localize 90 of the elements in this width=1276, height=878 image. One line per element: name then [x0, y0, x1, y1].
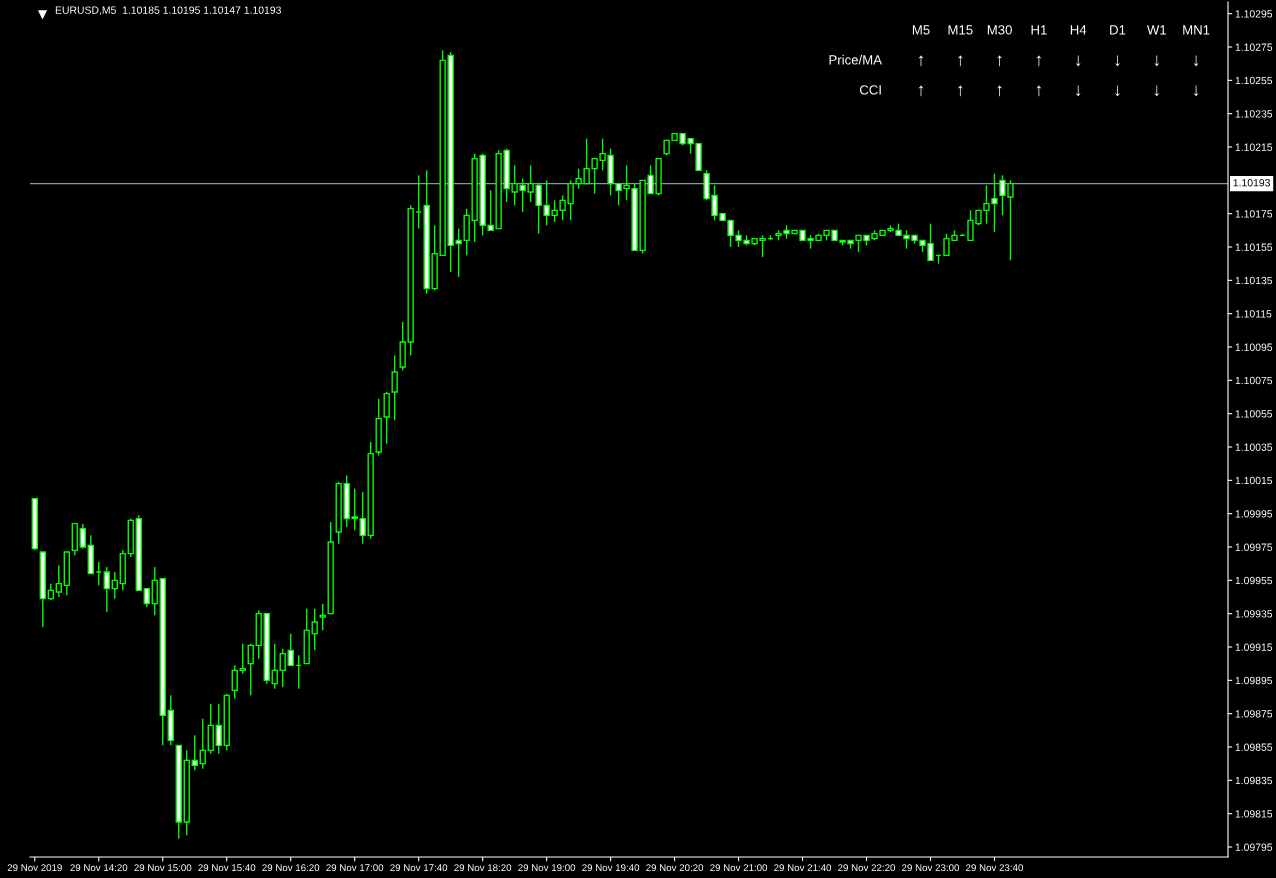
candlestick — [191, 734, 198, 772]
annotation: ↑ — [1036, 55, 1042, 67]
x-tick-label: 29 Nov 21:40 — [774, 864, 832, 872]
candlestick — [143, 587, 150, 608]
y-tick-label: 1.10015 — [1235, 476, 1273, 485]
annotation: M5 — [912, 25, 930, 35]
y-tick-label: 1.09995 — [1235, 510, 1273, 518]
x-tick-label: 29 Nov 20:20 — [646, 864, 704, 872]
annotation: CCI — [859, 85, 881, 95]
candlestick — [79, 522, 86, 550]
annotation: ↑ — [958, 55, 963, 67]
y-tick-label: 1.10115 — [1235, 310, 1272, 318]
annotation: Price/MA — [829, 54, 882, 65]
x-tick-label: 29 Nov 21:00 — [710, 864, 768, 872]
candlestick — [351, 487, 358, 532]
annotation: ↓ — [1154, 55, 1159, 67]
candlestick — [391, 354, 398, 422]
annotation: ↑ — [958, 85, 963, 97]
candlestick — [383, 391, 390, 445]
annotation: ↑ — [918, 85, 924, 97]
x-tick-label: 29 Nov 23:00 — [902, 864, 960, 872]
annotation: ↓ — [1076, 55, 1081, 67]
annotation: H4 — [1070, 25, 1087, 35]
candlestick — [279, 647, 286, 688]
y-tick-label: 1.09895 — [1235, 676, 1273, 685]
candlestick — [287, 632, 294, 667]
y-tick-label: 1.09795 — [1235, 843, 1273, 851]
x-tick-label: 29 Nov 19:40 — [582, 864, 640, 872]
annotation: ↓ — [1115, 55, 1120, 67]
candlestick — [103, 566, 110, 613]
y-tick-label: 1.10135 — [1235, 276, 1273, 285]
y-tick-label: 1.09955 — [1235, 576, 1273, 585]
candlestick — [215, 702, 222, 755]
y-tick-label: 1.10235 — [1235, 110, 1273, 118]
annotation: M15 — [948, 25, 973, 35]
annotation: H1 — [1031, 25, 1047, 35]
candlestick — [111, 571, 118, 600]
candlestick — [199, 717, 206, 770]
annotation: MN1 — [1183, 25, 1210, 35]
y-tick-label: 1.10275 — [1235, 43, 1273, 51]
annotation: ↑ — [918, 55, 924, 67]
y-tick-label: 1.09975 — [1235, 543, 1273, 551]
x-tick-label: 29 Nov 17:00 — [326, 864, 384, 872]
y-tick-label: 1.10215 — [1235, 143, 1273, 151]
candlestick — [359, 491, 366, 545]
y-tick-label: 1.09835 — [1235, 776, 1273, 785]
annotation: ↓ — [1115, 85, 1120, 97]
candlestick — [231, 664, 238, 700]
x-tick-label: 29 Nov 23:40 — [966, 864, 1024, 872]
x-tick-label: 29 Nov 16:20 — [262, 864, 320, 872]
y-tick-label: 1.10155 — [1235, 243, 1273, 251]
candlestick — [319, 602, 326, 632]
y-tick-label: 1.10175 — [1235, 210, 1273, 218]
y-tick-label: 1.09855 — [1235, 743, 1273, 751]
y-tick-label: 1.09935 — [1235, 610, 1273, 618]
annotation: ↓ — [1154, 85, 1159, 97]
candlestick — [151, 566, 158, 617]
annotation: ↑ — [997, 85, 1002, 97]
annotation: ↓ — [1193, 85, 1199, 97]
x-tick-label: 29 Nov 15:00 — [134, 864, 192, 872]
candlestick — [247, 642, 254, 697]
y-tick-label: 1.09915 — [1235, 643, 1273, 651]
x-tick-label: 29 Nov 2019 — [7, 864, 62, 872]
y-tick-label: 1.10095 — [1235, 343, 1273, 351]
y-tick-label: 1.09875 — [1235, 710, 1273, 718]
y-tick-label: 1.10055 — [1235, 410, 1273, 418]
x-tick-label: 29 Nov 22:20 — [838, 864, 896, 872]
y-tick-label: 1.10035 — [1235, 443, 1273, 451]
annotation: ↑ — [997, 55, 1002, 67]
y-tick-label: 1.10255 — [1235, 76, 1273, 85]
annotation: D1 — [1110, 25, 1126, 35]
x-tick-label: 29 Nov 15:40 — [198, 864, 256, 872]
x-tick-label: 29 Nov 19:00 — [518, 864, 576, 872]
y-tick-label: 1.09815 — [1235, 810, 1273, 818]
annotation: ↓ — [1193, 55, 1199, 67]
y-tick-label: 1.10075 — [1235, 376, 1273, 385]
chart-title: EURUSD,M5 1.10185 1.10195 1.10147 1.10193 — [55, 6, 281, 16]
x-tick-label: 29 Nov 17:40 — [390, 864, 448, 872]
annotation: W1 — [1146, 25, 1167, 35]
candlestick — [239, 642, 246, 675]
annotation: ↓ — [1076, 85, 1081, 97]
candlestick — [271, 642, 278, 690]
candlestick — [311, 607, 318, 652]
x-tick-label: 29 Nov 14:20 — [70, 864, 128, 872]
ref-line-label: 1.10193 — [1233, 179, 1270, 187]
x-tick-label: 29 Nov 18:20 — [454, 864, 512, 872]
annotation: ↑ — [1036, 85, 1042, 97]
candlestick — [55, 564, 62, 598]
annotation: M30 — [987, 25, 1012, 35]
y-tick-label: 1.10295 — [1235, 10, 1273, 18]
